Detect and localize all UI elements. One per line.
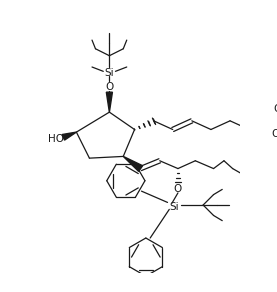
Text: Si: Si: [170, 202, 179, 212]
Text: HO: HO: [48, 134, 64, 144]
Text: O: O: [271, 129, 277, 139]
Text: O: O: [274, 104, 277, 114]
Text: O: O: [105, 82, 114, 92]
Text: O: O: [174, 185, 182, 194]
Polygon shape: [62, 132, 76, 140]
Polygon shape: [106, 92, 112, 112]
Text: Si: Si: [104, 68, 114, 78]
Polygon shape: [123, 157, 143, 171]
